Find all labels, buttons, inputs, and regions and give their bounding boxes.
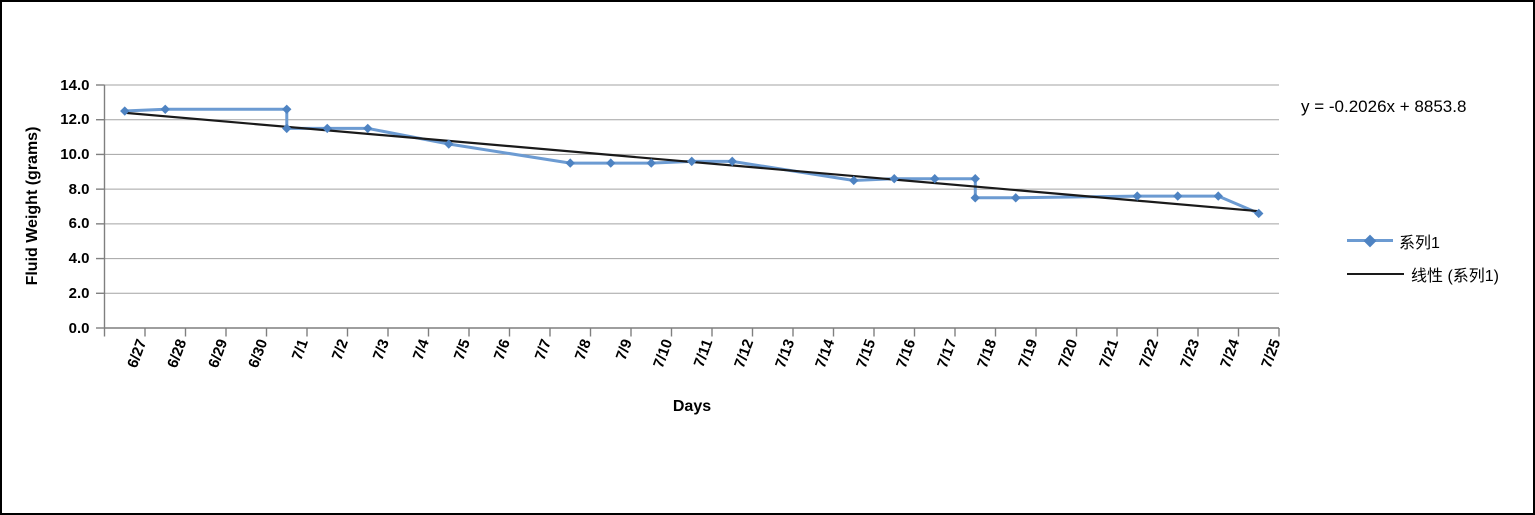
data-point-marker[interactable] [322, 123, 332, 134]
legend-label-series: 系列1 [1399, 234, 1440, 252]
data-point-marker[interactable] [444, 139, 454, 149]
data-point-marker[interactable] [646, 158, 656, 168]
data-point-marker[interactable] [282, 104, 292, 114]
legend-entry-trendline[interactable]: 线性 (系列1) [1347, 257, 1499, 290]
data-point-marker[interactable] [1011, 193, 1021, 203]
y-tick-label: 0.0 [68, 319, 90, 337]
data-point-marker[interactable] [687, 156, 697, 167]
data-point-marker[interactable] [160, 104, 170, 114]
y-tick-label: 10.0 [60, 145, 90, 163]
legend-entry-series[interactable]: 系列1 [1347, 224, 1499, 257]
data-point-marker[interactable] [970, 193, 980, 203]
data-point-marker[interactable] [889, 174, 899, 184]
data-point-marker[interactable] [282, 123, 292, 134]
y-tick-label: 14.0 [60, 76, 90, 94]
data-point-marker[interactable] [930, 174, 940, 184]
y-tick-label: 4.0 [68, 250, 90, 268]
data-point-marker[interactable] [120, 106, 130, 116]
data-point-marker[interactable] [1173, 191, 1183, 201]
x-axis-title: Days [672, 398, 712, 415]
legend-label-trendline: 线性 (系列1) [1411, 267, 1500, 285]
y-axis-title: Fluid Weight (grams) [24, 126, 41, 286]
diamond-marker-icon [1363, 234, 1377, 247]
data-point-marker[interactable] [970, 174, 980, 184]
trendline-equation-label: y = -0.2026x + 8853.8 [1301, 97, 1467, 116]
data-point-marker[interactable] [363, 123, 373, 134]
y-tick-label: 8.0 [68, 180, 90, 198]
legend: 系列1 线性 (系列1) [1347, 224, 1499, 290]
y-tick-label: 12.0 [60, 111, 90, 129]
data-point-marker[interactable] [1132, 191, 1142, 201]
data-point-marker[interactable] [565, 158, 575, 168]
trendline-swatch [1347, 272, 1404, 275]
series-line-swatch [1347, 234, 1393, 247]
data-point-marker[interactable] [606, 158, 616, 168]
y-tick-label: 2.0 [68, 284, 90, 302]
data-point-marker[interactable] [1254, 208, 1264, 219]
y-tick-label: 6.0 [68, 215, 90, 233]
data-point-marker[interactable] [1213, 191, 1223, 201]
data-point-marker[interactable] [727, 156, 737, 167]
data-point-marker[interactable] [849, 175, 859, 186]
